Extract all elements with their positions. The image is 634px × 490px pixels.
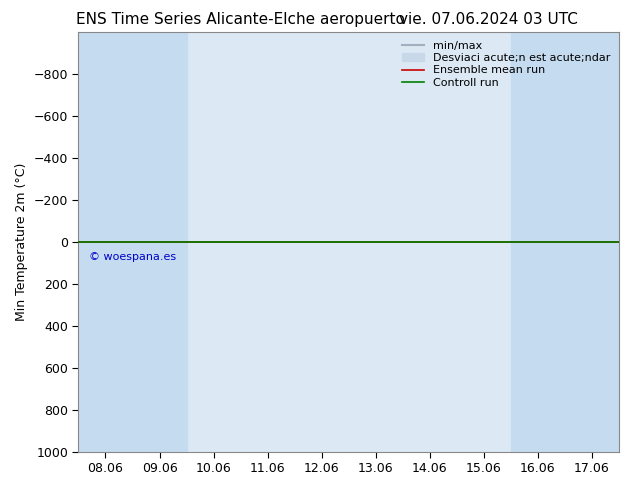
Text: © woespana.es: © woespana.es [89, 252, 176, 262]
Bar [565, 32, 619, 452]
Text: ENS Time Series Alicante-Elche aeropuerto: ENS Time Series Alicante-Elche aeropuert… [77, 12, 405, 27]
Bar [79, 32, 133, 452]
Text: vie. 07.06.2024 03 UTC: vie. 07.06.2024 03 UTC [399, 12, 578, 27]
Bar [133, 32, 186, 452]
Y-axis label: Min Temperature 2m (°C): Min Temperature 2m (°C) [15, 163, 28, 321]
Legend: min/max, Desviaci acute;n est acute;ndar, Ensemble mean run, Controll run: min/max, Desviaci acute;n est acute;ndar… [398, 38, 614, 91]
Bar [511, 32, 565, 452]
